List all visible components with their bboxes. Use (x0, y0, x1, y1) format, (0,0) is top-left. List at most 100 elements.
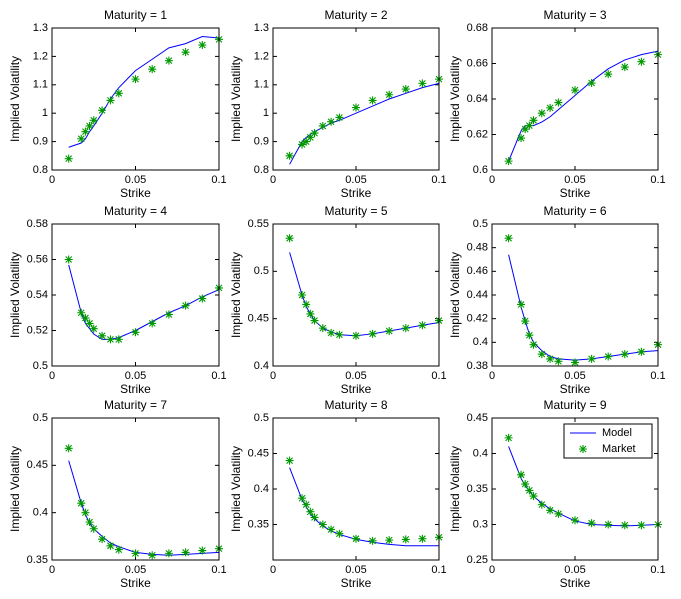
market-marker (114, 89, 123, 98)
market-marker (554, 357, 563, 366)
market-marker (418, 321, 427, 330)
market-marker (521, 480, 530, 489)
y-tick-label: 0.5 (254, 412, 269, 424)
y-tick-label: 0.45 (248, 313, 269, 325)
x-tick-label: 0.1 (650, 174, 665, 186)
market-marker (198, 546, 207, 555)
market-marker (302, 300, 311, 309)
x-tick-label: 0.05 (564, 174, 585, 186)
market-marker (517, 300, 526, 309)
market-marker (385, 90, 394, 99)
chart-title: Maturity = 4 (104, 204, 167, 218)
market-marker (181, 48, 190, 57)
market-marker (131, 549, 140, 558)
market-marker (537, 350, 546, 359)
y-tick-label: 0.48 (467, 242, 488, 254)
market-marker (546, 103, 555, 112)
y-axis-label: Implied Volatility (448, 252, 462, 338)
chart-title: Maturity = 2 (324, 8, 387, 22)
market-marker (85, 319, 94, 328)
x-tick-label: 0.05 (125, 370, 146, 382)
market-marker (114, 335, 123, 344)
chart-title: Maturity = 5 (324, 204, 387, 218)
market-marker (537, 500, 546, 509)
market-marker (64, 154, 73, 163)
x-tick-label: 0.05 (345, 564, 366, 576)
chart-title: Maturity = 7 (104, 398, 167, 412)
market-marker (298, 140, 307, 149)
market-marker (368, 96, 377, 105)
market-marker (64, 255, 73, 264)
chart-title: Maturity = 1 (104, 8, 167, 22)
axes-box (51, 27, 220, 171)
x-tick-label: 0 (49, 370, 55, 382)
market-marker (637, 521, 646, 530)
x-tick-label: 0.1 (211, 174, 226, 186)
y-tick-label: 0.5 (33, 412, 48, 424)
y-tick-label: 0.9 (254, 136, 269, 148)
x-tick-label: 0.05 (564, 370, 585, 382)
market-marker (327, 328, 336, 337)
y-tick-label: 1.1 (33, 79, 48, 91)
y-tick-label: 1.2 (254, 50, 269, 62)
y-tick-label: 0.46 (467, 265, 488, 277)
market-marker (318, 324, 327, 333)
market-marker (504, 157, 513, 166)
y-tick-label: 0.55 (248, 218, 269, 230)
market-marker (106, 96, 115, 105)
x-tick-label: 0.1 (650, 370, 665, 382)
x-tick-label: 0.1 (431, 174, 446, 186)
y-axis-label: Implied Volatility (448, 56, 462, 142)
market-marker (310, 513, 319, 522)
market-marker (401, 535, 410, 544)
market-marker (106, 335, 115, 344)
x-tick-label: 0.05 (125, 564, 146, 576)
y-axis-label: Implied Volatility (8, 56, 22, 142)
market-marker (327, 117, 336, 126)
market-marker (571, 86, 579, 95)
y-tick-label: 0.6 (473, 164, 488, 176)
y-tick-label: 0.8 (33, 164, 48, 176)
market-marker (148, 319, 157, 328)
model-line (68, 36, 220, 148)
market-marker (131, 328, 140, 337)
market-marker (318, 121, 327, 130)
market-marker (77, 134, 86, 143)
market-marker (285, 456, 294, 465)
market-marker (587, 354, 596, 363)
x-tick-label: 0.1 (431, 370, 446, 382)
axes-box (272, 417, 440, 561)
axes-box (51, 223, 220, 367)
market-marker (327, 525, 336, 534)
x-axis-label: Strike (560, 186, 591, 200)
market-marker (401, 85, 410, 94)
market-marker (546, 354, 555, 363)
model-line (289, 467, 439, 547)
market-marker (418, 79, 427, 88)
market-marker (352, 331, 360, 340)
market-marker (81, 508, 90, 517)
y-tick-label: 0.25 (467, 554, 488, 566)
market-marker (181, 548, 190, 557)
market-marker (335, 113, 344, 122)
y-tick-label: 0.44 (467, 289, 488, 301)
market-marker (114, 545, 123, 554)
y-tick-label: 1.3 (33, 22, 48, 34)
market-marker (604, 352, 613, 361)
market-marker (604, 520, 613, 529)
y-tick-label: 0.58 (27, 218, 48, 230)
market-marker (164, 310, 173, 319)
y-tick-label: 0.68 (467, 22, 488, 34)
market-marker (385, 326, 394, 335)
market-marker (198, 294, 207, 303)
y-tick-label: 0.5 (254, 265, 269, 277)
chart-title: Maturity = 6 (543, 204, 606, 218)
y-axis-label: Implied Volatility (8, 252, 22, 338)
market-marker (368, 329, 377, 338)
y-tick-label: 0.66 (467, 57, 488, 69)
market-marker (148, 551, 157, 560)
y-tick-label: 0.5 (473, 218, 488, 230)
axes-box (491, 223, 659, 367)
legend-box (563, 423, 653, 459)
x-tick-label: 0 (489, 174, 495, 186)
